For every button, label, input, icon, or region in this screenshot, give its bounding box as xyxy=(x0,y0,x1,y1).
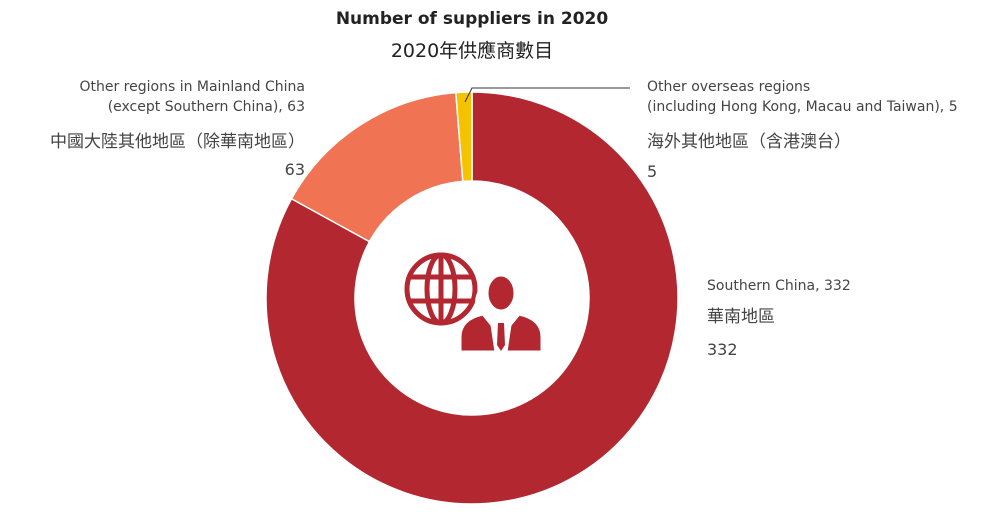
label-mainland-line1: Other regions in Mainland China xyxy=(79,79,305,95)
label-southern-zh: 華南地區 xyxy=(707,307,775,327)
donut-slice-other-overseas-regions-including-hong-kong-macau-and-taiwan xyxy=(455,91,473,183)
label-southern-line1: Southern China, 332 xyxy=(707,278,851,294)
label-overseas-line1: Other overseas regions xyxy=(647,79,811,95)
globe-with-person-icon xyxy=(404,252,544,354)
leader-line-overseas xyxy=(464,87,630,103)
label-overseas-value: 5 xyxy=(647,162,658,181)
chart-title: Number of suppliers in 2020 xyxy=(335,9,609,29)
donut-slice-southern-china xyxy=(265,91,679,505)
label-mainland-line2: (except Southern China), 63 xyxy=(107,99,305,115)
label-southern-value: 332 xyxy=(707,340,738,359)
label-mainland-value: 63 xyxy=(284,160,305,179)
donut-slice-other-regions-in-mainland-china-except-southern-china xyxy=(290,91,464,243)
label-mainland-zh: 中國大陸其他地區（除華南地區） xyxy=(50,132,305,152)
label-overseas-line2: (including Hong Kong, Macau and Taiwan),… xyxy=(647,99,958,115)
label-overseas-zh: 海外其他地區（含港澳台） xyxy=(647,132,851,152)
donut-slices xyxy=(265,91,679,505)
chart-subtitle: 2020年供應商數目 xyxy=(390,40,554,62)
